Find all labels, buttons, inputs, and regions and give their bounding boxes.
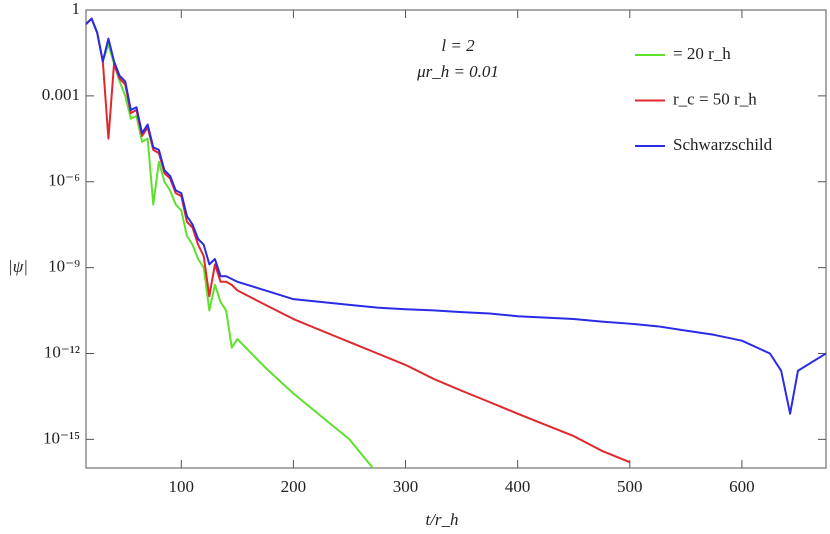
series-line xyxy=(86,17,375,468)
y-axis-label: |ψ| xyxy=(8,257,28,276)
plot-area xyxy=(86,17,826,468)
x-tick-label: 100 xyxy=(169,477,195,496)
y-tick-label: 10⁻¹² xyxy=(44,342,80,361)
x-tick-label: 600 xyxy=(729,477,755,496)
legend-label: Schwarzschild xyxy=(673,135,773,154)
x-tick-label: 500 xyxy=(617,477,643,496)
x-tick-label: 400 xyxy=(505,477,531,496)
series-line xyxy=(86,17,631,464)
x-tick-label: 300 xyxy=(393,477,419,496)
x-axis-label: t/r_h xyxy=(425,510,458,529)
y-tick-label: 10⁻⁶ xyxy=(48,171,80,190)
legend-label: = 20 r_h xyxy=(673,44,731,63)
annotation: l = 2 xyxy=(441,36,475,55)
x-tick-label: 200 xyxy=(281,477,307,496)
legend-label: r_c = 50 r_h xyxy=(673,89,757,108)
y-tick-label: 0.001 xyxy=(42,85,80,104)
y-tick-label: 1 xyxy=(72,0,81,18)
series-line xyxy=(86,17,826,415)
annotation: μr_h = 0.01 xyxy=(416,62,499,81)
y-tick-label: 10⁻¹⁵ xyxy=(43,428,80,447)
plot-frame xyxy=(85,9,827,469)
y-tick-label: 10⁻⁹ xyxy=(48,257,80,276)
